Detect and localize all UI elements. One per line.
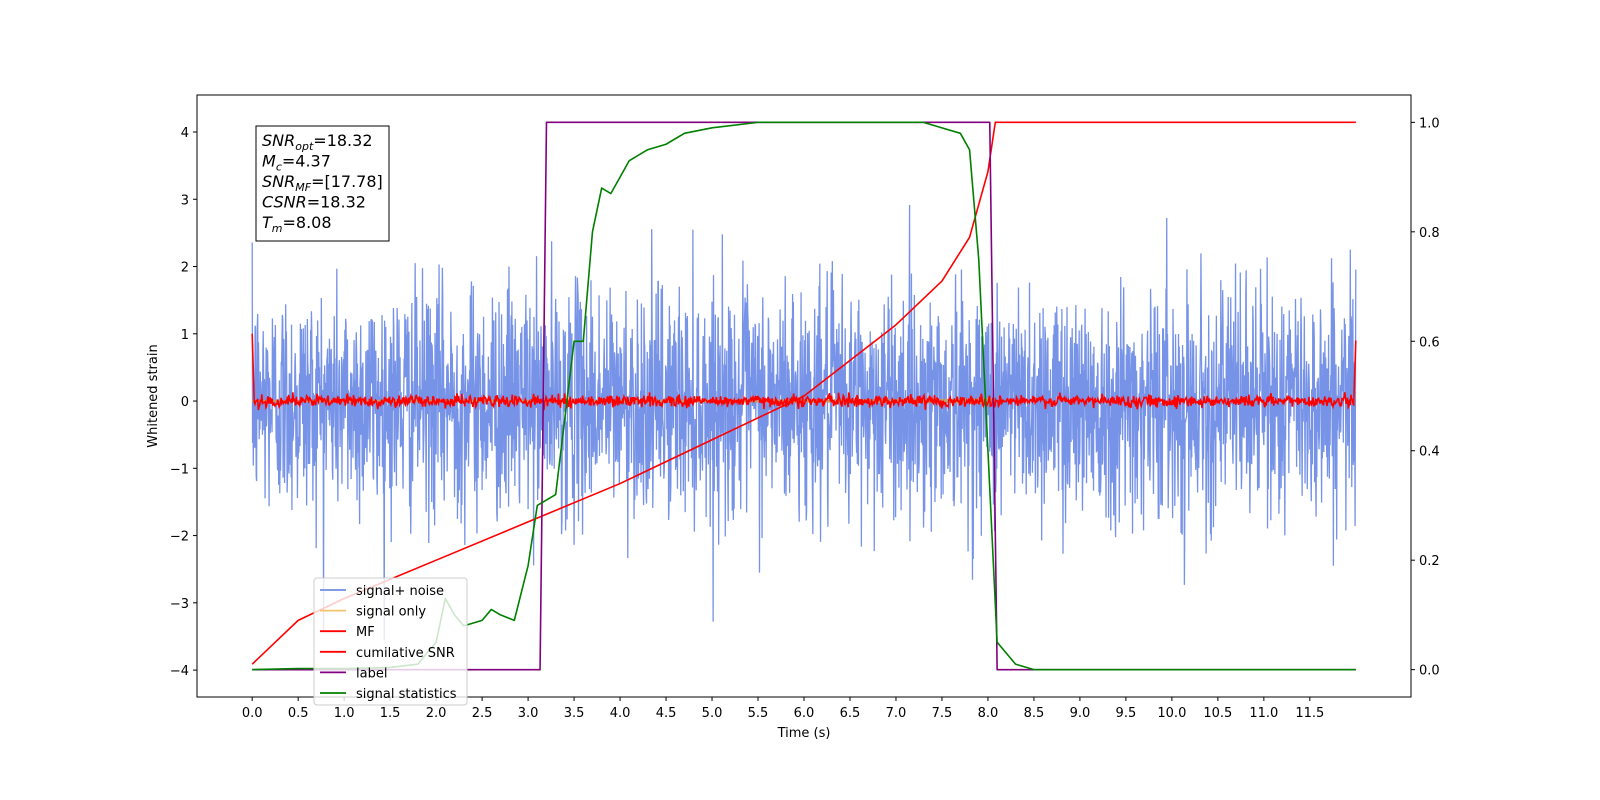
y2-tick-label: 0.8 <box>1419 226 1440 241</box>
legend-label: signal only <box>356 605 426 620</box>
x-tick-label: 4.5 <box>656 706 677 721</box>
x-tick-label: 9.0 <box>1070 706 1091 721</box>
annotation-line: CSNR=18.32 <box>262 193 366 212</box>
y2-tick-label: 0.6 <box>1419 335 1440 350</box>
x-tick-label: 11.5 <box>1295 706 1324 721</box>
legend-label: label <box>356 666 387 681</box>
x-tick-label: 3.5 <box>564 706 585 721</box>
y-axis-right: 1.0 0.8 0.6 0.4 0.2 0.0 <box>1411 116 1440 679</box>
y2-tick-label: 0.2 <box>1419 554 1440 569</box>
x-tick-label: 4.0 <box>610 706 631 721</box>
x-tick-label: 7.5 <box>932 706 953 721</box>
x-tick-label: 0.0 <box>242 706 263 721</box>
x-tick-label: 10.0 <box>1157 706 1186 721</box>
y-tick-label: −4 <box>170 664 189 679</box>
annotation-line: Mc=4.37 <box>262 152 331 174</box>
y-tick-label: −1 <box>170 462 189 477</box>
x-tick-label: 9.5 <box>1116 706 1137 721</box>
y-axis-left: 4 3 2 1 0 −1 −2 −3 −4 <box>170 126 197 679</box>
x-tick-label: 2.0 <box>426 706 447 721</box>
x-tick-label: 6.5 <box>840 706 861 721</box>
y-tick-label: 0 <box>181 395 189 410</box>
x-tick-label: 2.5 <box>472 706 493 721</box>
series-mf <box>251 333 1357 411</box>
y-axis-label: Whitened strain <box>146 344 161 447</box>
legend: signal+ noise signal only MF cumilative SNR… <box>313 577 468 706</box>
y-tick-label: 2 <box>181 261 189 276</box>
x-tick-label: 5.0 <box>702 706 723 721</box>
x-tick-label: 10.5 <box>1203 706 1232 721</box>
series-signal-noise <box>251 204 1357 641</box>
annotation-box: SNRopt=18.32Mc=4.37SNRMF=[17.78]CSNR=18.… <box>255 125 390 242</box>
legend-frame <box>313 577 468 706</box>
y-tick-label: −3 <box>170 597 189 612</box>
x-tick-label: 11.0 <box>1249 706 1278 721</box>
x-tick-label: 5.5 <box>748 706 769 721</box>
x-axis: 0.0 0.5 1.0 1.5 2.0 2.5 3.0 3.5 4.0 4.5 5.0 5.5 6.0 6… <box>242 697 1324 721</box>
legend-label: cumilative SNR <box>356 646 455 661</box>
y2-tick-label: 0.0 <box>1419 664 1440 679</box>
y2-tick-label: 1.0 <box>1419 116 1440 131</box>
y-tick-label: 3 <box>181 193 189 208</box>
x-tick-label: 8.0 <box>978 706 999 721</box>
annotation-line: Tm=8.08 <box>262 213 332 235</box>
y-tick-label: 1 <box>181 328 189 343</box>
y2-tick-label: 0.4 <box>1419 445 1440 460</box>
x-tick-label: 8.5 <box>1024 706 1045 721</box>
x-tick-label: 0.5 <box>288 706 309 721</box>
x-tick-label: 6.0 <box>794 706 815 721</box>
x-tick-label: 1.5 <box>380 706 401 721</box>
x-tick-label: 3.0 <box>518 706 539 721</box>
x-tick-label: 7.0 <box>886 706 907 721</box>
x-axis-label: Time (s) <box>777 726 831 741</box>
y-tick-label: −2 <box>170 530 189 545</box>
annotation-line: SNRMF=[17.78] <box>262 172 383 194</box>
y-tick-label: 4 <box>181 126 189 141</box>
legend-label: MF <box>356 625 375 640</box>
annotation-line: SNRopt=18.32 <box>262 131 373 153</box>
legend-label: signal statistics <box>356 687 457 702</box>
annotation-box-frame <box>255 125 390 242</box>
legend-label: signal+ noise <box>356 584 444 599</box>
x-tick-label: 1.0 <box>334 706 355 721</box>
